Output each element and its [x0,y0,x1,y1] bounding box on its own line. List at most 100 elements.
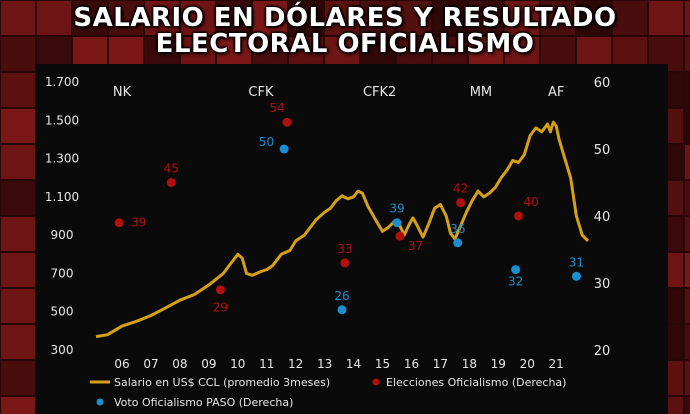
bg-tile [685,1,690,35]
x-tick-label: 12 [288,357,303,371]
bg-tile [1,181,35,215]
x-tick-label: 10 [230,357,245,371]
paso-data-label: 32 [508,275,523,289]
chart-panel: 300 500 700 900 1.100 1.300 1.500 1.700 20 30 40 50… [36,64,668,414]
bg-tile [433,1,467,35]
paso-point [279,144,289,154]
x-tick-label: 15 [375,357,390,371]
period-label: NK [113,85,132,100]
elecciones-point [395,231,405,241]
paso-point [453,238,463,248]
bg-tile [685,109,690,143]
x-tick-label: 09 [201,357,216,371]
y-right-tick-label: 20 [594,344,611,359]
elecciones-point [215,285,225,295]
bg-tile [685,37,690,71]
bg-tile [1,325,35,359]
bg-tile [685,181,690,215]
paso-point [571,271,581,281]
bg-tile [685,217,690,251]
x-tick-label: 06 [114,357,129,371]
x-tick-label: 18 [462,357,477,371]
bg-tile [73,1,107,35]
period-label: CFK2 [363,85,396,100]
elecciones-data-label: 33 [337,242,352,256]
elecciones-point [282,117,292,127]
elecciones-point [114,218,124,228]
y-left-tick-label: 900 [51,228,74,242]
bg-tile [289,1,323,35]
paso-point [392,218,402,228]
bg-tile [577,1,611,35]
salary-election-chart: 300 500 700 900 1.100 1.300 1.500 1.700 20 30 40 50… [45,75,611,409]
period-label: AF [548,85,564,100]
elecciones-data-label: 45 [164,162,179,176]
paso-point [511,265,521,275]
period-label: MM [470,85,492,100]
y-right-tick-label: 30 [594,277,611,292]
x-tick-label: 07 [143,357,158,371]
legend-label-elecciones: Elecciones Oficialismo (Derecha) [386,376,566,389]
legend-swatch-elecciones [372,378,380,386]
bg-tile [685,145,690,179]
y-left-tick-label: 1.300 [45,152,79,166]
bg-tile [685,289,690,323]
paso-data-label: 39 [389,202,404,216]
bg-tile [1,397,35,414]
chart-title-line1: SALARIO EN DÓLARES Y RESULTADO [73,3,617,33]
bg-tile [649,1,683,35]
y-left-tick-label: 700 [51,266,74,280]
bg-tile [1,217,35,251]
elecciones-point [340,258,350,268]
elecciones-data-label: 39 [131,216,146,230]
bg-tile [145,1,179,35]
x-tick-label: 08 [172,357,187,371]
elecciones-point [514,211,524,221]
paso-data-label: 31 [569,255,584,269]
elecciones-data-label: 54 [269,101,284,115]
bg-tile [361,1,395,35]
elecciones-data-label: 37 [408,239,423,253]
x-tick-label: 17 [433,357,448,371]
bg-tile [325,1,359,35]
bg-tile [685,253,690,287]
bg-tile [685,361,690,395]
y-right-tick-label: 60 [594,76,611,91]
paso-data-label: 26 [334,289,349,303]
x-tick-label: 14 [346,357,361,371]
bg-tile [397,1,431,35]
bg-tile [685,73,690,107]
y-left-tick-label: 300 [51,343,74,357]
bg-tile [1,73,35,107]
legend-label-paso: Voto Oficialismo PASO (Derecha) [114,396,293,409]
x-tick-label: 11 [259,357,274,371]
bg-tile [505,1,539,35]
bg-tile [1,145,35,179]
salary-line [95,120,590,339]
bg-tile [109,1,143,35]
bg-tile [1,109,35,143]
paso-data-label: 50 [259,135,274,149]
chart-title-line2: ELECTORAL OFICIALISMO [155,29,535,59]
y-right-tick-label: 50 [594,143,611,158]
elecciones-data-label: 42 [453,182,468,196]
bg-tile [613,1,647,35]
bg-tile [541,1,575,35]
legend-label-salary: Salario en US$ CCL (promedio 3meses) [114,376,330,389]
bg-tile [1,289,35,323]
x-tick-label: 16 [404,357,419,371]
bg-tile [217,1,251,35]
elecciones-point [456,198,466,208]
y-left-tick-label: 500 [51,305,74,319]
y-right-tick-label: 40 [594,210,611,225]
paso-point [337,305,347,315]
x-tick-label: 20 [520,357,535,371]
paso-data-label: 36 [450,222,465,236]
bg-tile [1,37,35,71]
bg-tile [37,1,71,35]
period-label: CFK [248,85,274,100]
bg-tile [685,397,690,414]
y-left-tick-label: 1.100 [45,190,79,204]
elecciones-point [166,178,176,187]
bg-tile [685,325,690,359]
